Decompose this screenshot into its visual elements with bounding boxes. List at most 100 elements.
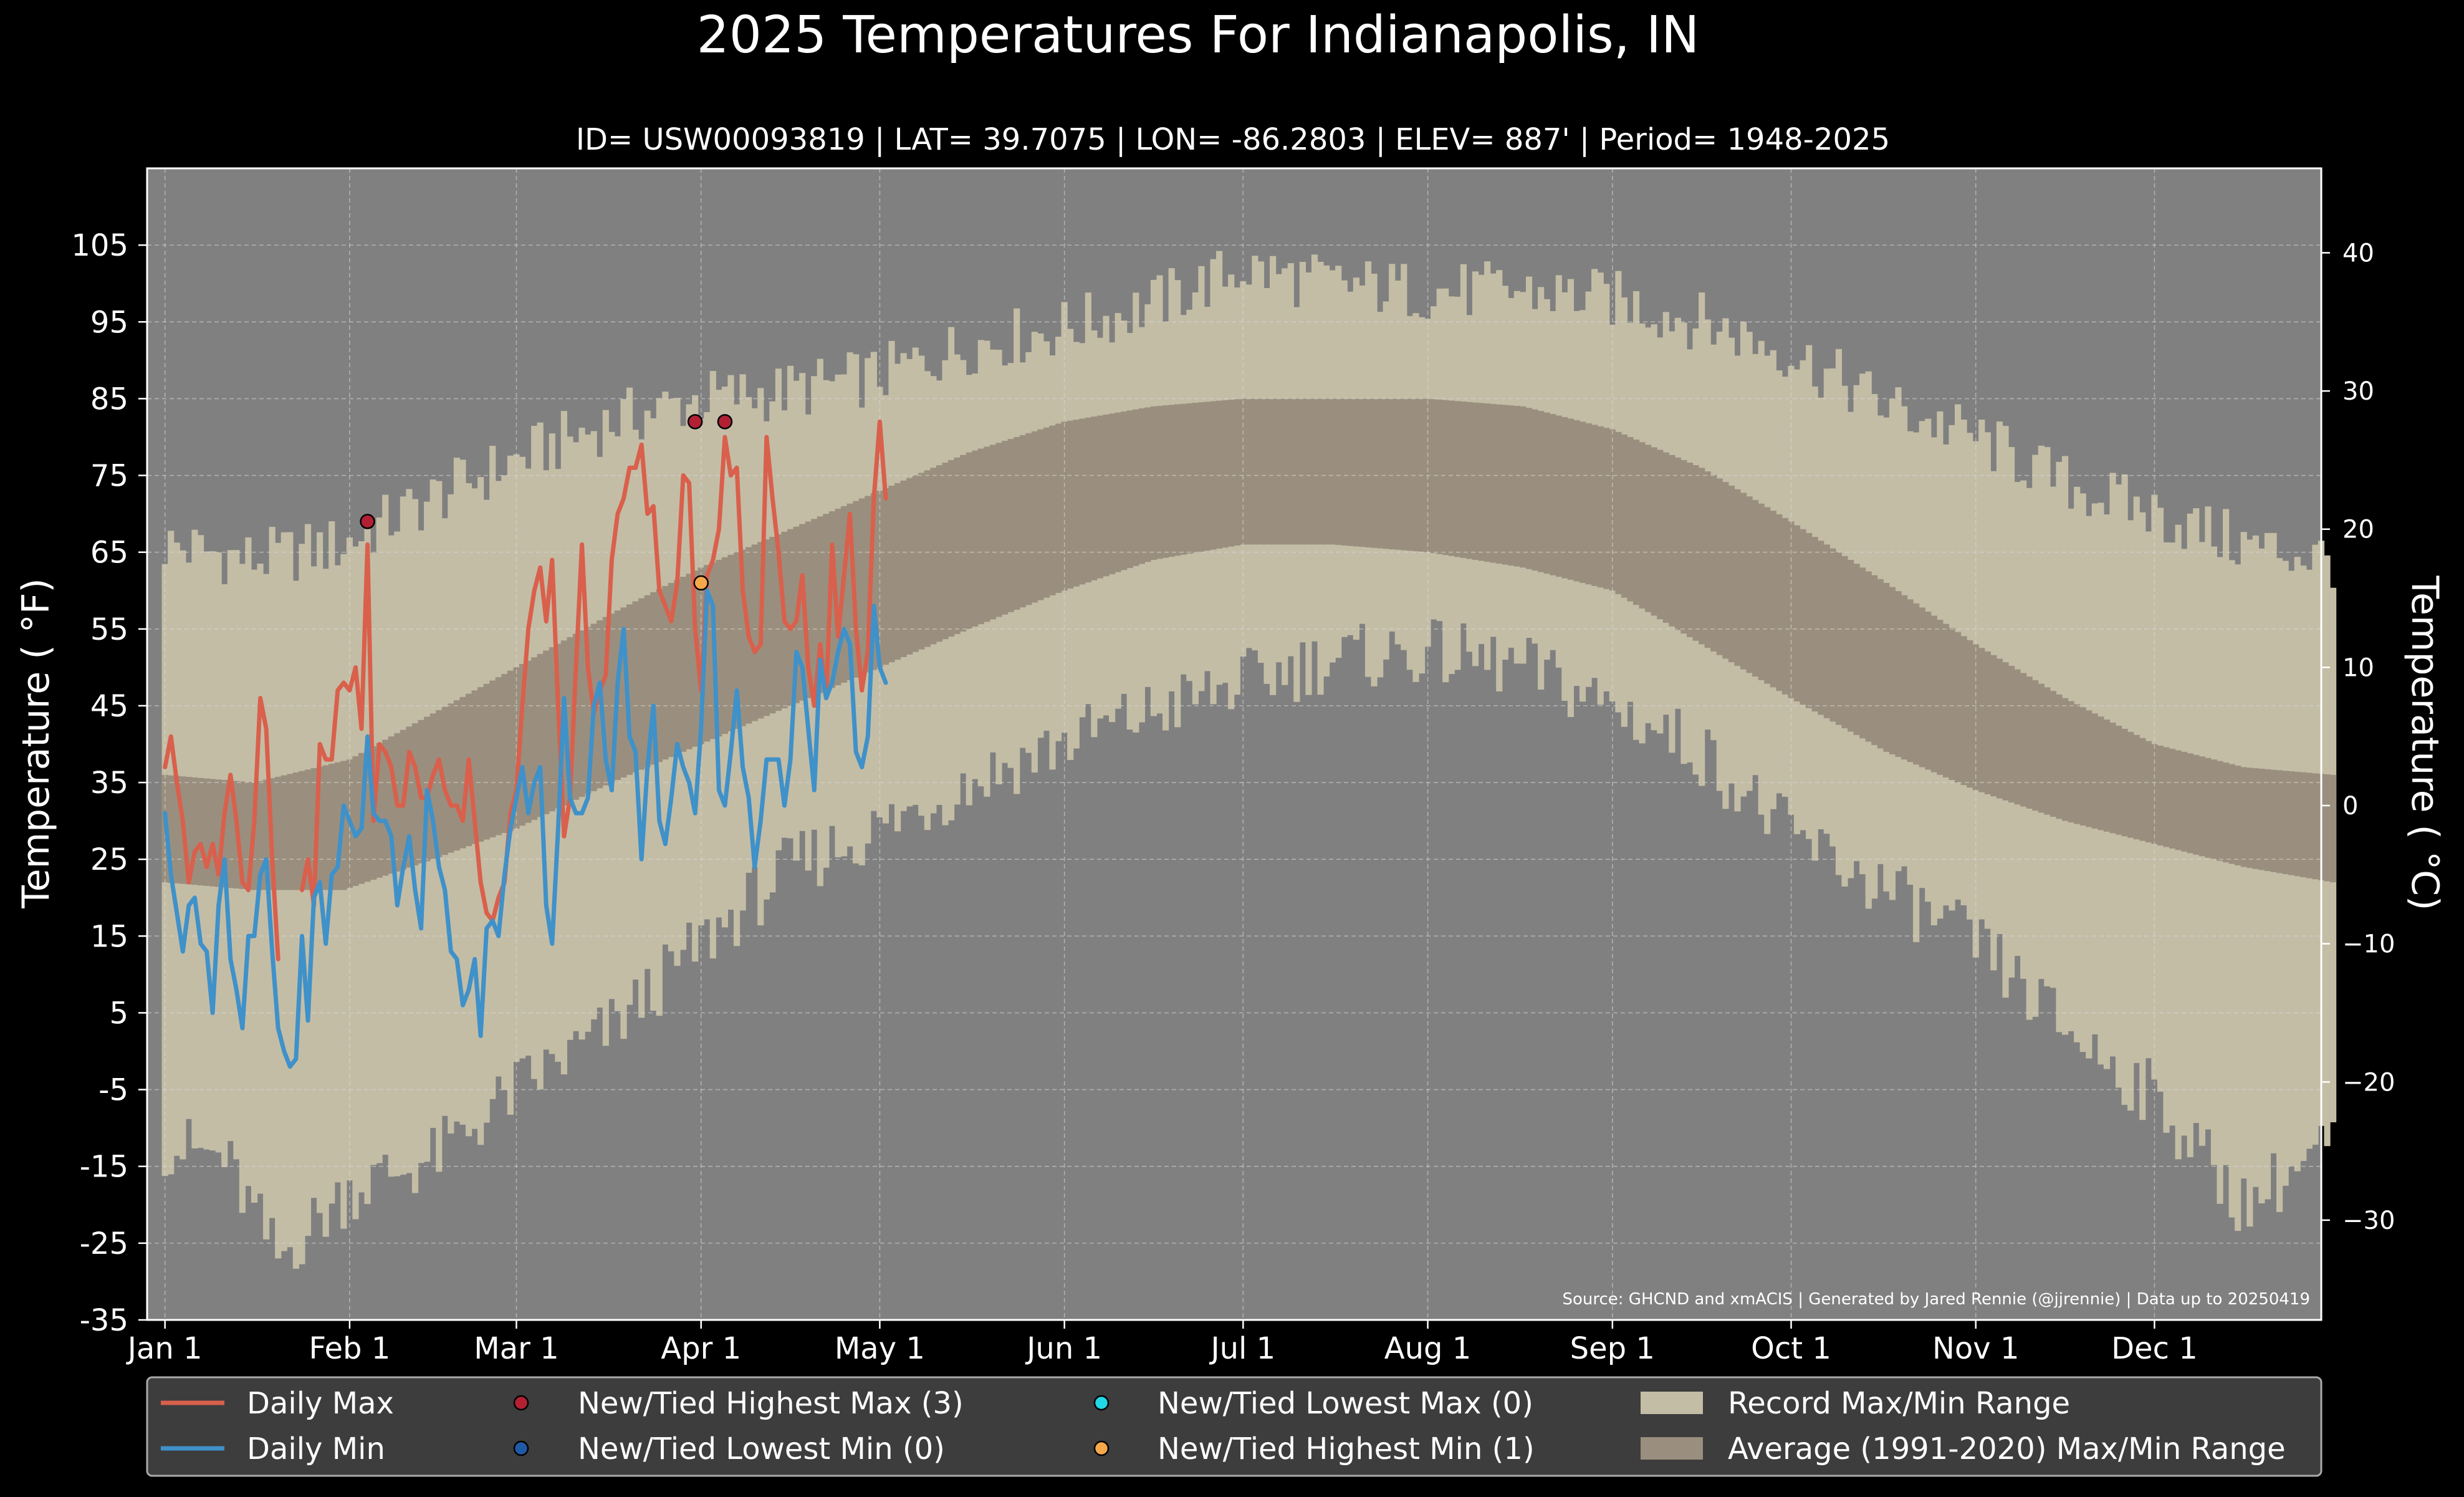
average-range-bar [263, 779, 270, 890]
average-range-bar [2145, 741, 2152, 843]
average-range-bar [1162, 405, 1169, 558]
legend-label-record-marker: New/Tied Highest Max (3) [578, 1386, 964, 1421]
legend-label-record-marker: New/Tied Lowest Min (0) [578, 1432, 945, 1466]
x-tick-label: Jul 1 [1209, 1331, 1275, 1366]
average-range-bar [984, 446, 990, 622]
average-range-bar [1472, 402, 1479, 560]
average-range-bar [2294, 771, 2301, 877]
average-range-bar [1359, 398, 1366, 547]
average-range-bar [1198, 402, 1205, 552]
average-range-bar [1389, 398, 1396, 550]
average-range-bar [692, 570, 699, 747]
average-range-bar [1913, 603, 1920, 765]
average-range-bar [1275, 398, 1282, 545]
average-range-bar [1299, 398, 1306, 545]
average-range-bar [2133, 734, 2140, 840]
average-range-bar [650, 592, 657, 765]
average-range-bar [1293, 398, 1300, 545]
average-range-bar [2091, 713, 2098, 829]
average-range-bar [2074, 704, 2081, 824]
average-range-bar [1383, 398, 1389, 549]
chart-title: 2025 Temperatures For Indianapolis, IN [697, 6, 1700, 65]
average-range-bar [1329, 398, 1336, 545]
average-range-bar [310, 768, 317, 890]
average-range-bar [1401, 398, 1407, 551]
average-range-bar [1091, 416, 1098, 580]
average-range-bar [1138, 408, 1145, 564]
average-range-bar [2198, 756, 2205, 857]
average-range-bar [1609, 429, 1616, 591]
average-range-bar [924, 470, 931, 647]
average-range-bar [1168, 405, 1175, 557]
record-range-bar [2258, 548, 2265, 1204]
average-range-bar [1496, 404, 1503, 564]
average-range-bar [1192, 402, 1199, 553]
average-range-bar [1978, 648, 1985, 792]
average-range-bar [858, 498, 865, 675]
y-tick-label-left: 95 [90, 305, 128, 340]
average-range-bar [1484, 403, 1491, 562]
average-range-bar [1746, 496, 1753, 673]
average-range-bar [1394, 398, 1401, 550]
average-range-bar [1793, 525, 1801, 702]
average-range-bar [1889, 587, 1896, 754]
average-range-bar [1287, 398, 1294, 545]
average-range-bar [1317, 398, 1324, 545]
x-tick-label: Jan 1 [126, 1331, 203, 1366]
average-range-bar [1007, 439, 1014, 612]
average-range-bar [501, 673, 508, 833]
average-range-bar [203, 778, 210, 886]
average-range-bar [2151, 744, 2158, 844]
average-range-bar [1448, 400, 1455, 556]
average-range-bar [2246, 768, 2253, 869]
average-range-bar [1216, 400, 1223, 549]
average-range-bar [1353, 398, 1359, 547]
average-range-bar [292, 772, 299, 890]
record-marker-point [360, 514, 375, 529]
average-range-bar [787, 529, 794, 706]
average-range-bar [638, 598, 645, 770]
average-range-bar [977, 448, 984, 625]
average-range-bar [1121, 411, 1128, 570]
average-range-bar [894, 483, 901, 660]
y-axis-label-left: Temperature ( °F) [14, 578, 58, 909]
y-tick-label-left: 75 [90, 459, 128, 494]
average-range-bar [495, 677, 502, 835]
average-range-bar [429, 713, 436, 860]
average-range-bar [2223, 763, 2230, 863]
average-range-bar [191, 777, 198, 885]
average-range-bar [1031, 431, 1038, 603]
average-range-bar [1406, 398, 1413, 551]
legend-box [146, 1376, 2323, 1477]
plot-frame [146, 167, 2323, 1321]
average-range-bar [2139, 738, 2146, 841]
average-range-bar [197, 777, 204, 886]
average-range-bar [1579, 421, 1586, 583]
average-range-bar [352, 756, 359, 886]
record-range-bar [280, 532, 287, 1251]
average-range-bar [763, 539, 770, 716]
average-range-bar [870, 493, 877, 670]
x-tick-label: May 1 [835, 1331, 925, 1366]
legend: Daily Max Daily Min New/Tied Highest Max (… [146, 1376, 2323, 1477]
average-range-bar [2288, 771, 2295, 875]
average-range-bar [1895, 591, 1902, 758]
average-range-bar [1823, 544, 1830, 718]
average-range-bar [1800, 529, 1806, 705]
average-range-bar [626, 604, 633, 775]
y-tick-label-right: 30 [2342, 377, 2374, 406]
legend-swatch-record-marker [513, 1440, 529, 1456]
average-range-bar [1126, 410, 1133, 569]
average-range-bar [543, 650, 550, 814]
average-range-bar [918, 473, 925, 650]
average-range-bar [608, 614, 615, 783]
average-range-bar [1049, 425, 1056, 595]
average-range-bar [2181, 751, 2188, 852]
average-range-bar [1270, 398, 1277, 545]
legend-swatch-record-marker [1093, 1395, 1110, 1411]
average-range-bar [1942, 623, 1950, 777]
average-range-bar [2240, 767, 2247, 867]
average-range-bar [1412, 398, 1419, 552]
record-range-bar [2235, 564, 2241, 1231]
average-range-bar [2312, 773, 2319, 880]
